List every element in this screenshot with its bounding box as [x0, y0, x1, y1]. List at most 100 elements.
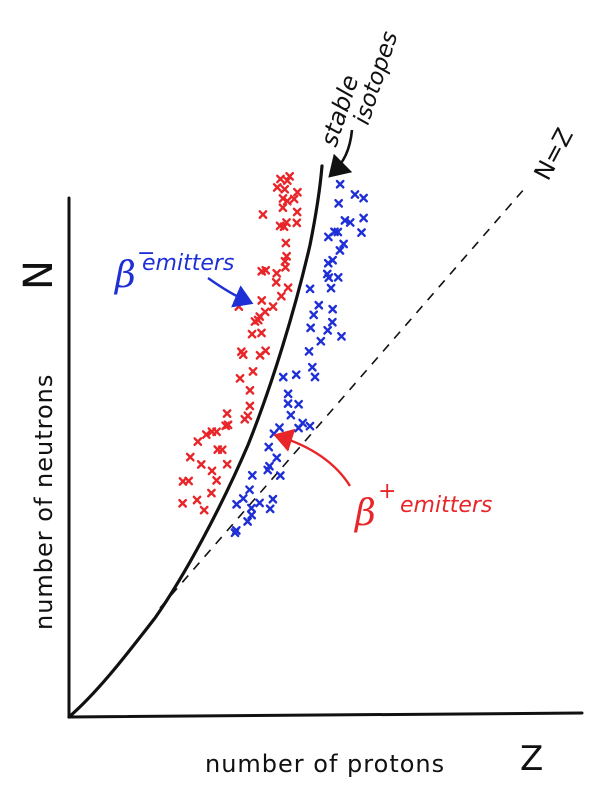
- beta-minus-point: [323, 258, 333, 268]
- x-axis-symbol-z: Z: [520, 739, 543, 779]
- beta-minus-point: [275, 471, 285, 480]
- beta-plus-point: [268, 302, 278, 311]
- beta-plus-point: [196, 460, 206, 469]
- beta-minus-sign: −: [137, 241, 155, 266]
- beta-plus-point: [276, 291, 286, 301]
- y-axis-label: number of neutrons: [30, 374, 58, 630]
- beta-minus-point: [247, 510, 257, 520]
- beta-minus-arrow: [207, 277, 254, 308]
- n-equals-z-line: [159, 187, 526, 609]
- beta-plus-point: [285, 171, 295, 181]
- beta-plus-point: [292, 207, 302, 217]
- beta-minus-point: [283, 389, 293, 399]
- x-axis-title: number of protons Z: [205, 739, 543, 779]
- beta-minus-annotation: β − emitters: [113, 241, 254, 308]
- beta-plus-point: [248, 367, 258, 376]
- beta-plus-point: [257, 296, 267, 305]
- stability-curve: [67, 164, 324, 719]
- beta-plus-points: [178, 171, 302, 515]
- x-axis-label: number of protons: [205, 750, 445, 778]
- beta-minus-point: [334, 198, 344, 208]
- beta-plus-point: [238, 350, 248, 360]
- beta-plus-point: [213, 445, 223, 454]
- beta-plus-point: [271, 277, 281, 287]
- beta-plus-point: [282, 218, 291, 227]
- beta-minus-point: [243, 517, 253, 526]
- y-axis-symbol: N: [16, 260, 62, 290]
- beta-plus-point: [279, 222, 289, 232]
- beta-minus-point: [272, 453, 282, 463]
- beta-plus-point: [185, 452, 195, 462]
- beta-minus-point: [357, 228, 366, 237]
- beta-plus-sign: +: [378, 479, 396, 504]
- beta-plus-point: [272, 183, 282, 192]
- beta-minus-point: [309, 310, 319, 320]
- axes: [67, 196, 584, 719]
- beta-plus-point: [293, 187, 302, 197]
- beta-plus-point: [245, 401, 255, 411]
- beta-minus-point: [310, 372, 320, 382]
- beta-plus-label: emitters: [400, 493, 492, 518]
- beta-minus-point: [232, 499, 242, 509]
- beta-minus-point: [305, 421, 315, 431]
- beta-plus-point: [272, 268, 282, 278]
- beta-minus-point: [350, 190, 360, 199]
- beta-minus-point: [333, 272, 343, 282]
- beta-plus-point: [257, 328, 266, 338]
- beta-plus-annotation: β + emitters: [273, 428, 492, 534]
- beta-minus-point: [335, 179, 345, 189]
- beta-plus-point: [276, 174, 285, 184]
- beta-minus-point: [305, 284, 315, 294]
- beta-plus-point: [222, 409, 232, 418]
- beta-minus-point: [291, 370, 301, 380]
- beta-minus-point: [286, 410, 296, 420]
- beta-plus-point: [261, 265, 271, 275]
- beta-plus-point: [292, 218, 302, 228]
- beta-minus-point: [326, 283, 336, 293]
- beta-minus-point: [359, 213, 369, 223]
- beta-minus-point: [335, 246, 345, 255]
- beta-minus-point: [247, 503, 256, 513]
- beta-minus-point: [316, 336, 326, 346]
- beta-plus-point: [207, 466, 217, 476]
- beta-plus-point: [283, 283, 293, 293]
- beta-plus-point: [289, 194, 299, 204]
- beta-plus-point: [192, 495, 202, 505]
- beta-plus-point: [212, 476, 221, 485]
- beta-plus-point: [201, 430, 211, 439]
- beta-plus-point: [245, 385, 255, 395]
- beta-minus-point: [238, 494, 248, 503]
- beta-plus-point: [261, 346, 271, 356]
- beta-plus-point: [178, 498, 188, 508]
- beta-minus-point: [265, 504, 275, 514]
- y-axis-title: number of neutrons N: [16, 260, 62, 630]
- beta-plus-point: [223, 420, 233, 430]
- beta-minus-point: [247, 470, 257, 480]
- beta-minus-point: [359, 193, 369, 203]
- beta-minus-point: [322, 269, 332, 279]
- beta-plus-point: [207, 427, 217, 437]
- beta-minus-point: [264, 442, 274, 452]
- beta-plus-point: [280, 184, 290, 194]
- beta-minus-point: [304, 346, 314, 356]
- beta-plus-point: [207, 488, 216, 498]
- n-equals-z-label: N=Z: [529, 124, 579, 185]
- beta-plus-point: [247, 329, 257, 339]
- beta-plus-point: [243, 411, 253, 421]
- beta-plus-point: [282, 176, 292, 186]
- x-axis-line: [67, 711, 584, 719]
- beta-plus-point: [235, 373, 245, 383]
- stable-isotopes-annotation: stable isotopes: [315, 28, 403, 178]
- beta-minus-point: [255, 498, 264, 508]
- beta-minus-point: [263, 465, 273, 475]
- beta-plus-point: [234, 302, 244, 311]
- beta-plus-point: [282, 251, 292, 261]
- beta-minus-point: [327, 317, 337, 327]
- beta-plus-point: [222, 459, 232, 469]
- beta-minus-point: [337, 331, 346, 341]
- beta-plus-point: [278, 203, 288, 213]
- beta-minus-point: [298, 418, 308, 428]
- beta-minus-point: [345, 218, 355, 227]
- beta-minus-point: [294, 399, 303, 409]
